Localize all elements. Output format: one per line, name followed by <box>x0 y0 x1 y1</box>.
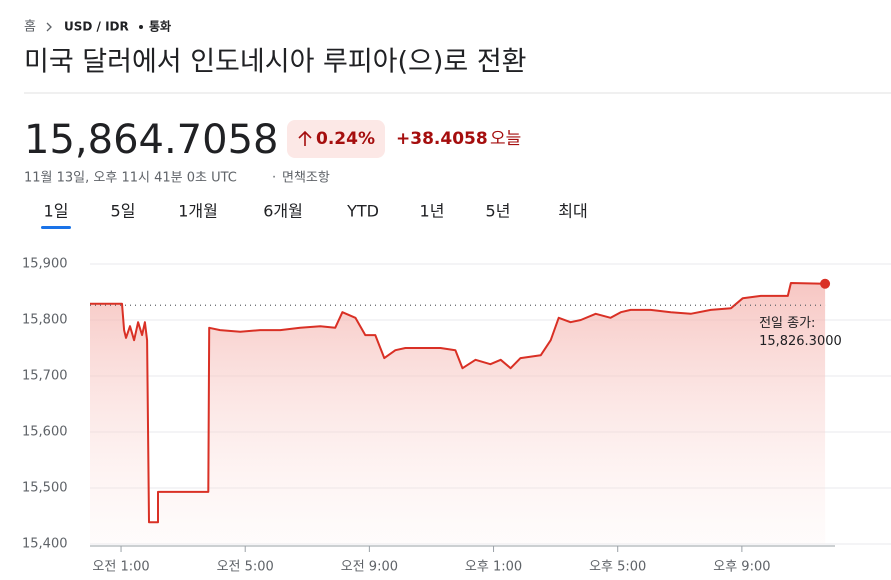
breadcrumb-pair[interactable]: USD / IDR <box>64 20 129 34</box>
separator-dot: · <box>272 171 276 186</box>
range-tab[interactable]: 최대 <box>558 202 587 221</box>
x-tick-label: 오후 5:00 <box>589 560 646 575</box>
y-tick-label: 15,400 <box>22 537 68 552</box>
range-tab[interactable]: 1년 <box>420 202 445 221</box>
x-tick-label: 오전 1:00 <box>92 560 149 575</box>
range-tab[interactable]: 6개월 <box>263 202 303 221</box>
previous-close-label: 전일 종가: <box>759 316 815 331</box>
chart: 15,400 15,500 15,600 15,700 15,800 15,900 오전 1… <box>22 257 891 575</box>
breadcrumb-dot <box>139 25 143 29</box>
price: 15,864.7058 <box>24 117 278 163</box>
range-tab[interactable]: 1일 <box>44 202 69 221</box>
change-percent: 0.24% <box>316 129 375 149</box>
range-tab[interactable]: YTD <box>346 202 379 221</box>
range-tab[interactable]: 5년 <box>486 202 511 221</box>
tab-underline <box>41 226 71 229</box>
y-tick-label: 15,500 <box>22 481 68 496</box>
previous-close-value: 15,826.3000 <box>759 334 842 349</box>
x-tick-label: 오후 9:00 <box>713 560 770 575</box>
change-period: 오늘 <box>490 129 521 149</box>
up-arrow <box>298 130 312 146</box>
change-amount: +38.4058 <box>396 129 488 149</box>
price-area <box>90 283 826 544</box>
page-title: 미국 달러에서 인도네시아 루피아(으)로 전환 <box>24 47 527 78</box>
y-tick-label: 15,700 <box>22 369 68 384</box>
x-tick-label: 오전 9:00 <box>341 560 398 575</box>
x-tick-label: 오후 1:00 <box>465 560 522 575</box>
range-tabs: 1일 5일 1개월 6개월 YTD 1년 5년 최대 <box>41 202 588 229</box>
range-tab[interactable]: 1개월 <box>178 202 218 221</box>
range-tab[interactable]: 5일 <box>111 202 136 221</box>
y-tick-label: 15,600 <box>22 425 68 440</box>
timestamp: 11월 13일, 오후 11시 41분 0초 UTC <box>24 171 237 186</box>
y-tick-label: 15,900 <box>22 257 68 272</box>
disclaimer-link[interactable]: 면책조항 <box>282 171 330 186</box>
breadcrumb-chevron <box>46 22 52 32</box>
change-badge <box>287 120 385 158</box>
x-tick-label: 오전 5:00 <box>217 560 274 575</box>
last-price-dot <box>820 278 831 289</box>
price-line <box>90 282 826 524</box>
breadcrumb-home[interactable]: 홈 <box>24 20 36 35</box>
y-tick-label: 15,800 <box>22 313 68 328</box>
breadcrumb-section[interactable]: 통화 <box>149 19 171 34</box>
